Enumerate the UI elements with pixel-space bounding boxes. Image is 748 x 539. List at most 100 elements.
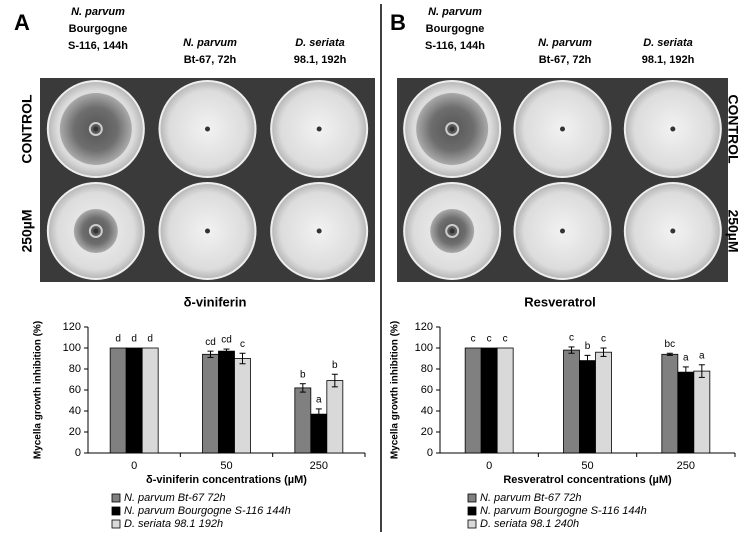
significance-letter: b	[332, 360, 338, 371]
y-tick-label: 20	[421, 426, 433, 438]
legend-label: N. parvum Bourgogne S-116 144h	[124, 505, 291, 517]
inoculum-plug	[93, 126, 99, 132]
photo-column-label: N. parvum	[183, 37, 237, 49]
bar	[496, 347, 514, 454]
bar	[661, 353, 679, 454]
y-tick-label: 120	[63, 321, 81, 333]
y-tick-label: 80	[69, 363, 81, 375]
photo-column-label: N. parvum	[71, 6, 125, 18]
photo-row-label: CONTROL	[725, 94, 741, 164]
chart-title: Resveratrol	[524, 294, 596, 309]
photo-column-label: Bourgogne	[69, 23, 128, 35]
significance-letter: bc	[665, 339, 676, 350]
bar	[480, 347, 498, 454]
significance-letter: a	[699, 350, 705, 361]
photo-row-label: 250µM	[725, 209, 741, 252]
significance-letter: d	[147, 334, 153, 345]
y-axis-label: Mycella growth inhibition (%)	[390, 321, 401, 459]
x-axis-label: δ-viniferin concentrations (µM)	[146, 474, 307, 486]
x-tick-label: 50	[220, 460, 232, 472]
bar	[693, 370, 711, 454]
photo-column-label: S-116, 144h	[68, 40, 128, 52]
significance-letter: c	[569, 333, 574, 344]
photo-row-label: 250µM	[19, 209, 35, 252]
bar	[125, 347, 143, 454]
photo-column-label: S-116, 144h	[425, 40, 485, 52]
y-tick-label: 40	[421, 405, 433, 417]
significance-letter: a	[683, 353, 689, 364]
inoculum-plug	[560, 126, 565, 132]
y-tick-label: 0	[427, 447, 433, 459]
legend-swatch	[467, 519, 477, 529]
x-tick-label: 50	[581, 460, 593, 472]
x-tick-label: 0	[486, 460, 492, 472]
bar	[202, 353, 219, 454]
significance-letter: b	[300, 369, 306, 380]
chart-title: δ-viniferin	[184, 294, 247, 309]
bar	[595, 351, 612, 454]
photo-column-label: D. seriata	[295, 37, 345, 49]
significance-letter: d	[115, 334, 121, 345]
bar	[141, 347, 159, 454]
x-tick-label: 250	[310, 460, 328, 472]
inoculum-plug	[316, 228, 322, 234]
photo-column-label: Bt-67, 72h	[539, 54, 592, 66]
y-tick-label: 60	[69, 384, 81, 396]
panel-label: B	[390, 10, 406, 35]
legend-label: N. parvum Bt-67 72h	[480, 492, 582, 504]
significance-letter: b	[585, 341, 591, 352]
inoculum-plug	[670, 228, 676, 234]
significance-letter: cd	[205, 337, 216, 348]
y-tick-label: 20	[69, 426, 81, 438]
bar	[677, 371, 695, 454]
photo-column-label: Bt-67, 72h	[184, 54, 237, 66]
y-tick-label: 100	[415, 342, 433, 354]
bar	[464, 347, 482, 454]
legend-label: N. parvum Bt-67 72h	[124, 492, 226, 504]
photo-row-label: CONTROL	[19, 94, 35, 164]
y-axis-label: Mycella growth inhibition (%)	[33, 321, 44, 459]
inoculum-plug	[560, 228, 565, 234]
inoculum-plug	[316, 126, 322, 132]
inoculum	[88, 122, 103, 136]
significance-letter: c	[471, 334, 476, 345]
bar	[109, 347, 127, 454]
bar	[563, 349, 580, 454]
inoculum-plug	[670, 126, 676, 132]
bar	[326, 380, 344, 454]
y-tick-label: 100	[63, 342, 81, 354]
legend-label: D. seriata 98.1 192h	[124, 518, 223, 530]
inoculum-plug	[449, 228, 455, 234]
y-tick-label: 0	[75, 447, 81, 459]
legend-swatch	[467, 493, 477, 503]
legend-label: N. parvum Bourgogne S-116 144h	[480, 505, 647, 517]
significance-letter: c	[601, 334, 606, 345]
photo-column-label: N. parvum	[428, 6, 482, 18]
inoculum-plug	[93, 228, 99, 234]
inoculum	[445, 122, 460, 136]
y-tick-label: 40	[69, 405, 81, 417]
photo-column-label: Bourgogne	[426, 23, 485, 35]
bar	[294, 387, 312, 454]
x-tick-label: 0	[131, 460, 137, 472]
legend-swatch	[111, 493, 121, 503]
legend-label: D. seriata 98.1 240h	[480, 518, 579, 530]
y-tick-label: 80	[421, 363, 433, 375]
photo-column-label: D. seriata	[643, 37, 693, 49]
bar	[579, 360, 596, 454]
photo-column-label: N. parvum	[538, 37, 592, 49]
y-tick-label: 60	[421, 384, 433, 396]
significance-letter: a	[316, 395, 322, 406]
inoculum-plug	[205, 126, 210, 132]
x-axis-label: Resveratrol concentrations (µM)	[503, 474, 672, 486]
inoculum	[445, 224, 460, 238]
bar	[310, 413, 328, 454]
y-tick-label: 120	[415, 321, 433, 333]
bar	[218, 350, 235, 454]
photo-column-label: 98.1, 192h	[642, 54, 695, 66]
inoculum	[88, 224, 103, 238]
significance-letter: c	[487, 334, 492, 345]
bar	[234, 358, 251, 454]
x-tick-label: 250	[677, 460, 695, 472]
